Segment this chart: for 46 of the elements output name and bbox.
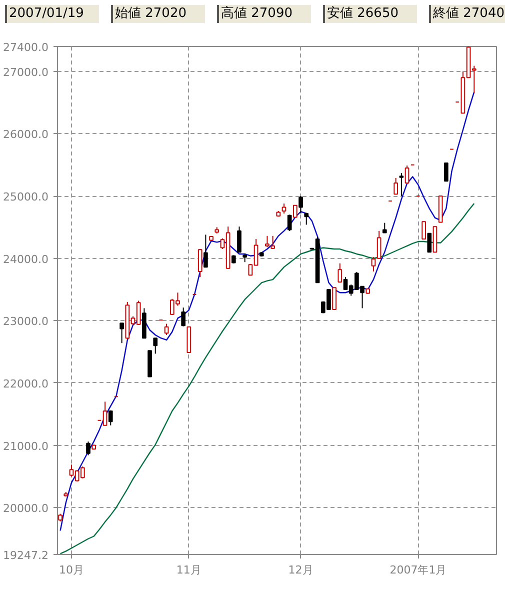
candlestick [394,177,398,195]
text: 安値 26650 [327,5,398,23]
x-tick-label: 2007年1月 [390,564,447,576]
candlestick [376,230,382,259]
y-tick-label: 27400.0 [3,41,49,54]
text: 終値 27040 [433,5,504,23]
candlestick [164,323,169,336]
candlestick [382,222,387,234]
candlestick [371,256,376,272]
candlestick [86,441,90,456]
candlestick [292,204,298,218]
y-tick-label: 26000.0 [3,128,49,142]
y-tick-label: 22000.0 [3,377,49,390]
y-tick-label: 27000.0 [3,66,49,79]
candlestick [181,307,186,327]
x-tick-label: 12月 [288,564,314,576]
y-tick-label: 24000.0 [3,252,49,266]
candlestick [102,401,108,426]
line-series [60,91,475,532]
candlestick [153,338,158,354]
y-tick-label: 20000.0 [3,502,49,516]
y-tick-label: 19247.2 [3,549,49,562]
text: 高値 27090 [221,5,292,23]
candlestick [204,234,208,268]
y-tick-label: 23000.0 [3,315,49,328]
candlestick [198,248,202,278]
candlestick [444,162,448,182]
line-series [60,202,475,554]
candlestick [422,221,426,240]
text: 2007/01/19 [9,5,84,23]
candlestick [404,165,410,184]
text: 始値 27020 [115,5,186,23]
candlestick [332,287,336,311]
candlestick [237,226,242,253]
y-tick-label: 25000.0 [3,190,49,204]
x-tick-label: 11月 [176,564,202,576]
y-tick-label: 21000.0 [3,440,49,453]
candlestick [282,203,286,214]
x-tick-label: 10月 [58,564,84,576]
candlestick [427,232,432,253]
candlestick [108,410,113,426]
candlestick [287,214,292,232]
candlestick [399,172,404,197]
candlestick [120,322,124,344]
candlestick [338,262,342,284]
candlestick [298,196,303,214]
